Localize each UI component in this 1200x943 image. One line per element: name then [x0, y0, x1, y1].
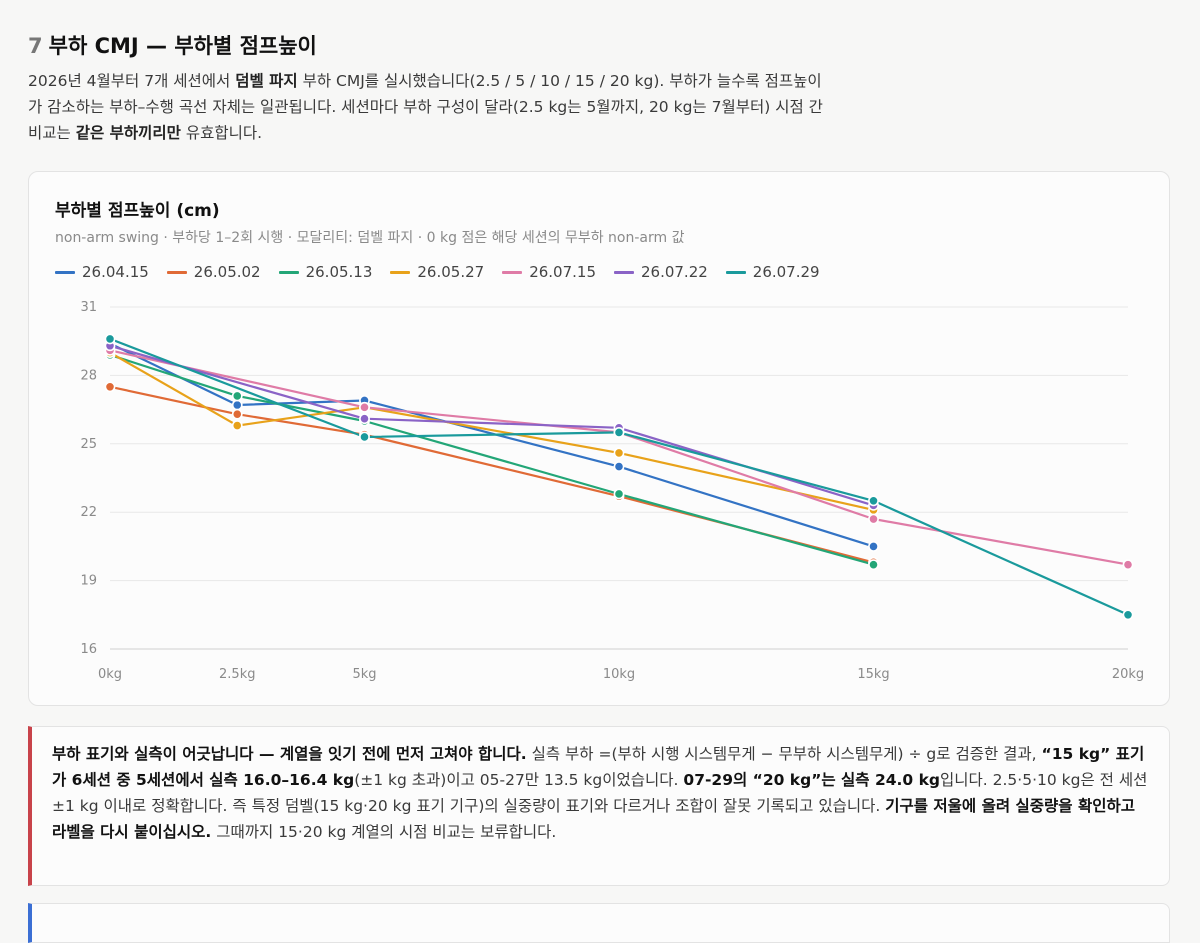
legend-item: 26.07.15 [502, 263, 596, 281]
alert-text-3: 입니다. 2.5·5·10 kg은 전 세션 ±1 kg 이내로 정확합니다. … [52, 771, 1148, 815]
data-point [231, 408, 243, 420]
data-point [359, 401, 370, 413]
data-point [613, 488, 625, 500]
intro-text-2: 부하 CMJ를 실시했습니다(2.5 / 5 / 10 / 15 / 20 kg… [28, 72, 823, 142]
intro-text-1: 2026년 4월부터 7개 세션에서 [28, 72, 236, 90]
data-point [613, 461, 625, 472]
legend-item: 26.05.27 [390, 263, 484, 281]
data-point [1122, 559, 1134, 571]
legend-item: 26.04.15 [55, 263, 149, 281]
chart-subtitle: non-arm swing · 부하당 1–2회 시행 · 모달리티: 덤벨 파… [55, 230, 685, 246]
intro-paragraph: 2026년 4월부터 7개 세션에서 덤벨 파지 부하 CMJ를 실시했습니다(… [28, 68, 828, 146]
alert-text: 부하 표기와 실측이 어긋납니다 — 계열을 잇기 전에 먼저 고쳐야 합니다.… [52, 741, 1149, 845]
data-point [868, 513, 879, 525]
legend-swatch [613, 270, 634, 274]
legend-item: 26.05.13 [278, 263, 373, 281]
x-tick-label: 20kg [1112, 667, 1144, 682]
legend-label: 26.04.15 [82, 263, 149, 281]
legend-label: 26.07.15 [529, 263, 596, 281]
data-point [104, 333, 116, 345]
legend-swatch [278, 270, 299, 274]
data-point [231, 399, 243, 411]
alert-text-1: 실측 부하 =(부하 시행 시스템무게 − 무부하 시스템무게) ÷ g로 검증… [526, 745, 1042, 763]
legend-label: 26.07.29 [752, 263, 820, 281]
x-tick-label: 5kg [352, 667, 376, 682]
legend-swatch [166, 270, 187, 274]
legend-swatch [55, 270, 75, 274]
legend-swatch [390, 270, 411, 274]
y-tick-label: 22 [80, 505, 97, 520]
data-point [231, 420, 243, 431]
load-mismatch-alert: 부하 표기와 실측이 어긋납니다 — 계열을 잇기 전에 먼저 고쳐야 합니다.… [28, 726, 1170, 886]
alert-bold-4: 기구를 저울에 올려 실중량을 확인하고 라벨을 다시 붙이십시오. [52, 797, 1135, 841]
series-line [109, 337, 1129, 616]
series-line [109, 353, 874, 566]
next-info-card [28, 903, 1170, 943]
data-point [359, 413, 370, 425]
x-tick-label: 0kg [98, 667, 122, 682]
series-line [109, 342, 874, 548]
y-tick-label: 25 [80, 437, 97, 452]
section-title: 부하 CMJ — 부하별 점프높이 [48, 34, 317, 58]
series-line [109, 385, 874, 564]
data-point [359, 431, 370, 443]
legend-swatch [502, 270, 523, 274]
intro-bold-2: 같은 부하끼리만 [75, 124, 181, 142]
alert-bold-2: “15 kg” 표기가 6세션 중 5세션에서 실측 16.0–16.4 kg [52, 745, 1145, 789]
data-point [613, 447, 625, 459]
section-number: 7 [28, 34, 43, 58]
legend-label: 26.07.22 [640, 263, 708, 281]
data-point [613, 426, 625, 438]
alert-text-2: (±1 kg 초과)이고 05-27만 13.5 kg이었습니다. [354, 771, 684, 789]
series-line [109, 344, 874, 507]
x-tick-label: 2.5kg [219, 667, 255, 682]
data-point [1122, 609, 1134, 621]
alert-bold-1: 부하 표기와 실측이 어긋납니다 — 계열을 잇기 전에 먼저 고쳐야 합니다. [52, 745, 527, 763]
y-tick-label: 16 [80, 642, 97, 657]
y-tick-label: 28 [80, 368, 97, 383]
x-tick-label: 10kg [603, 667, 635, 682]
data-point [104, 381, 116, 393]
x-tick-label: 15kg [857, 667, 889, 682]
data-point [868, 495, 879, 507]
chart-legend: 26.04.15 26.05.02 26.05.13 26.05.27 26.07.15… [55, 263, 820, 281]
chart-title: 부하별 점프높이 (cm) [55, 201, 220, 221]
intro-bold-1: 덤벨 파지 [235, 72, 298, 90]
data-point [868, 540, 879, 552]
section-heading: 7 부하 CMJ — 부하별 점프높이 [28, 30, 317, 60]
legend-label: 26.05.13 [305, 263, 373, 281]
legend-swatch [725, 270, 746, 274]
legend-label: 26.05.02 [193, 263, 261, 281]
alert-text-4: 그때까지 15·20 kg 계열의 시점 비교는 보류합니다. [211, 823, 557, 841]
data-point [231, 390, 243, 402]
y-tick-label: 31 [80, 300, 97, 315]
legend-item: 26.07.29 [725, 263, 820, 281]
chart-card: 부하별 점프높이 (cm) non-arm swing · 부하당 1–2회 시… [28, 171, 1170, 706]
legend-label: 26.05.27 [417, 263, 485, 281]
legend-item: 26.05.02 [166, 263, 261, 281]
intro-text-3: 유효합니다. [180, 124, 263, 142]
alert-bold-3: 07-29의 “20 kg”는 실측 24.0 kg [683, 771, 940, 789]
y-tick-label: 19 [80, 574, 97, 589]
data-point [868, 559, 879, 571]
legend-item: 26.07.22 [613, 263, 708, 281]
